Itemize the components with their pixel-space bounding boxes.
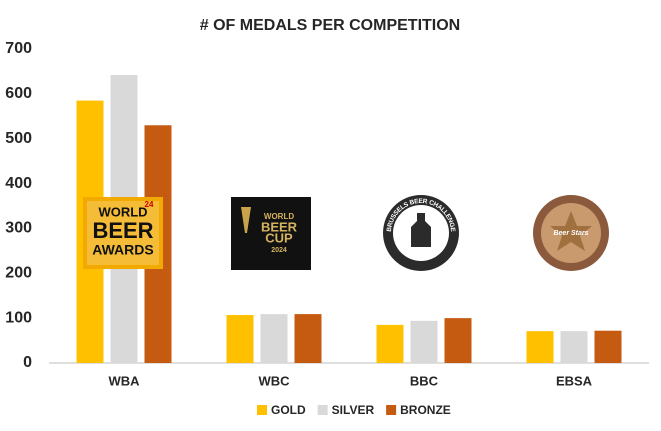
y-tick-label: 0: [23, 354, 32, 371]
logo-text: BEER: [92, 218, 153, 243]
x-tick-label: EBSA: [556, 373, 593, 388]
legend-swatch: [317, 405, 328, 415]
x-tick-label: BBC: [410, 373, 439, 388]
logo-inner: [87, 201, 159, 265]
logo-text: 2024: [271, 247, 287, 254]
logo-text: AWARDS: [92, 242, 153, 258]
bar: [560, 331, 588, 363]
logo-text: WORLD: [98, 204, 147, 219]
logo-star: [550, 211, 592, 251]
y-tick-label: 200: [5, 265, 32, 282]
bar: [226, 315, 254, 363]
logo-text: WORLD: [264, 212, 294, 221]
logo-bottle: [411, 213, 431, 247]
bar: [410, 320, 438, 363]
legend-label: SILVER: [332, 403, 375, 417]
legend-label: BRONZE: [400, 403, 451, 417]
bar: [444, 318, 472, 363]
bar: [594, 330, 622, 363]
logo-badge-text: 24: [145, 200, 154, 209]
logo-trophy: [241, 207, 251, 233]
bar: [294, 314, 322, 363]
x-tick-label: WBA: [108, 373, 140, 388]
bar: [260, 314, 288, 363]
legend-swatch: [386, 405, 397, 415]
legend-label: GOLD: [271, 403, 306, 417]
chart-title: # OF MEDALS PER COMPETITION: [200, 17, 460, 34]
y-tick-label: 600: [5, 85, 32, 102]
y-tick-label: 400: [5, 175, 32, 192]
bar: [526, 331, 554, 363]
logo-text: BEER: [261, 219, 298, 234]
logo-text: CUP: [265, 230, 293, 245]
x-tick-label: WBC: [258, 373, 290, 388]
logo-bg: [83, 197, 163, 269]
bar: [376, 324, 404, 363]
y-tick-label: 100: [5, 309, 32, 326]
logo-text: Beer Stars: [553, 230, 588, 237]
y-tick-label: 300: [5, 220, 32, 237]
legend-swatch: [257, 405, 267, 415]
y-tick-label: 500: [5, 130, 32, 147]
y-tick-label: 700: [5, 40, 32, 57]
